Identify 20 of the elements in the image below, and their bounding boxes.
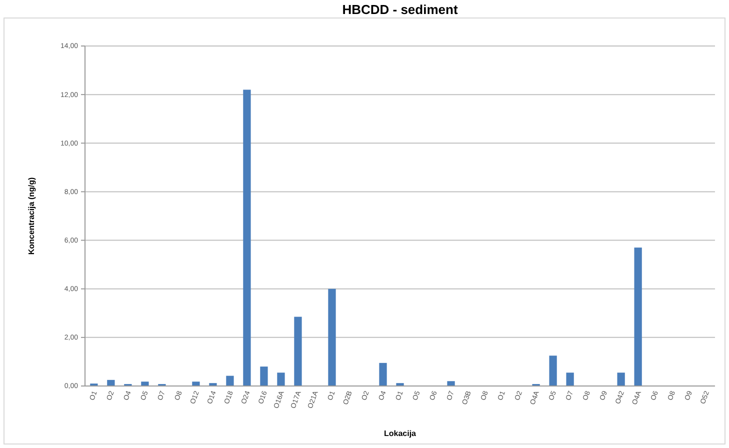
bar bbox=[549, 356, 557, 386]
bar bbox=[379, 362, 387, 386]
y-axis-title: Koncentracija (ng/g) bbox=[27, 176, 36, 255]
bar bbox=[396, 383, 404, 386]
bar bbox=[447, 381, 455, 386]
bar bbox=[141, 382, 149, 386]
bar bbox=[260, 366, 268, 386]
bar bbox=[566, 372, 574, 386]
bar bbox=[192, 382, 200, 386]
bar bbox=[226, 376, 234, 386]
bar bbox=[294, 316, 302, 386]
bar bbox=[209, 383, 217, 386]
bar bbox=[634, 248, 642, 386]
bar bbox=[243, 90, 251, 386]
x-axis-title: Lokacija bbox=[384, 429, 417, 438]
chart-title: HBCDD - sediment bbox=[342, 2, 458, 17]
bar bbox=[328, 288, 336, 386]
bar bbox=[107, 380, 115, 386]
bar bbox=[617, 372, 625, 386]
bar bbox=[277, 372, 285, 386]
